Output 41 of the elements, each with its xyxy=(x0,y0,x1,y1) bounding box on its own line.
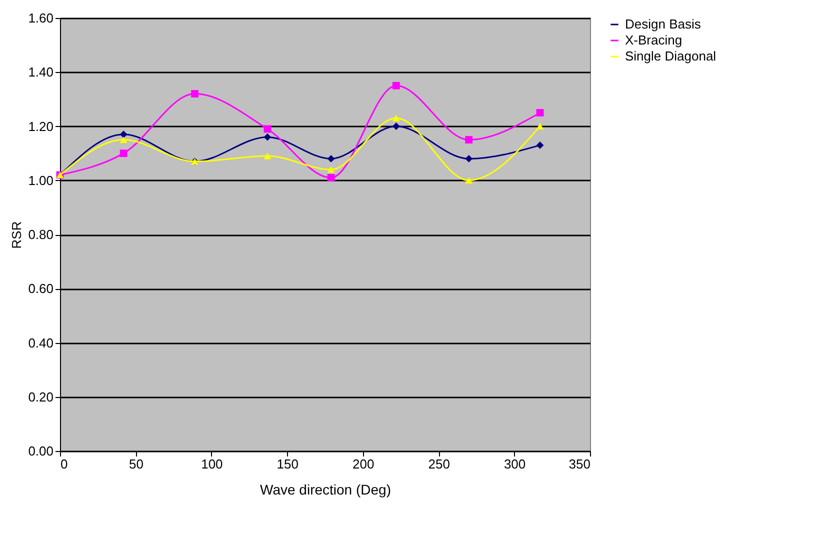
x-tick-label: 250 xyxy=(428,456,450,472)
x-axis-title: Wave direction (Deg) xyxy=(260,482,391,498)
point xyxy=(536,123,544,130)
y-tick-label: 0.60 xyxy=(28,281,54,296)
x-tick-label: 150 xyxy=(276,456,298,472)
y-tick-label: 1.60 xyxy=(28,10,54,26)
y-tick-label: 1.20 xyxy=(28,118,54,134)
point xyxy=(264,125,272,133)
point xyxy=(465,155,473,162)
y-tick-label: 1.40 xyxy=(28,64,54,80)
legend-label: Single Diagonal xyxy=(625,48,716,64)
point xyxy=(120,130,128,138)
y-tick-label: 0.00 xyxy=(28,444,54,458)
point xyxy=(120,136,128,143)
y-tick-label: 0.80 xyxy=(28,227,54,242)
point xyxy=(264,152,272,160)
y-axis-title: RSR xyxy=(9,221,24,249)
point xyxy=(392,82,400,90)
point xyxy=(327,174,335,182)
point xyxy=(264,133,272,141)
point xyxy=(465,136,473,144)
point xyxy=(392,122,400,130)
x-tick-label: 50 xyxy=(128,456,144,472)
point xyxy=(327,166,335,173)
legend-label: Design Basis xyxy=(625,16,702,32)
x-tick-label: 100 xyxy=(201,456,223,472)
point xyxy=(327,155,335,162)
x-tick-label: 350 xyxy=(568,456,590,472)
point xyxy=(536,109,544,116)
point xyxy=(392,114,400,122)
x-tick-label: 0 xyxy=(60,456,68,472)
point xyxy=(120,150,128,158)
y-tick-label: 0.20 xyxy=(28,389,54,404)
point xyxy=(465,177,473,184)
y-tick-label: 0.40 xyxy=(28,335,54,350)
point xyxy=(191,90,198,98)
point xyxy=(536,141,544,149)
x-tick-label: 300 xyxy=(504,456,526,472)
y-tick-label: 1.00 xyxy=(28,172,54,188)
legend-label: X-Bracing xyxy=(625,32,682,48)
x-tick-label: 200 xyxy=(352,456,374,472)
